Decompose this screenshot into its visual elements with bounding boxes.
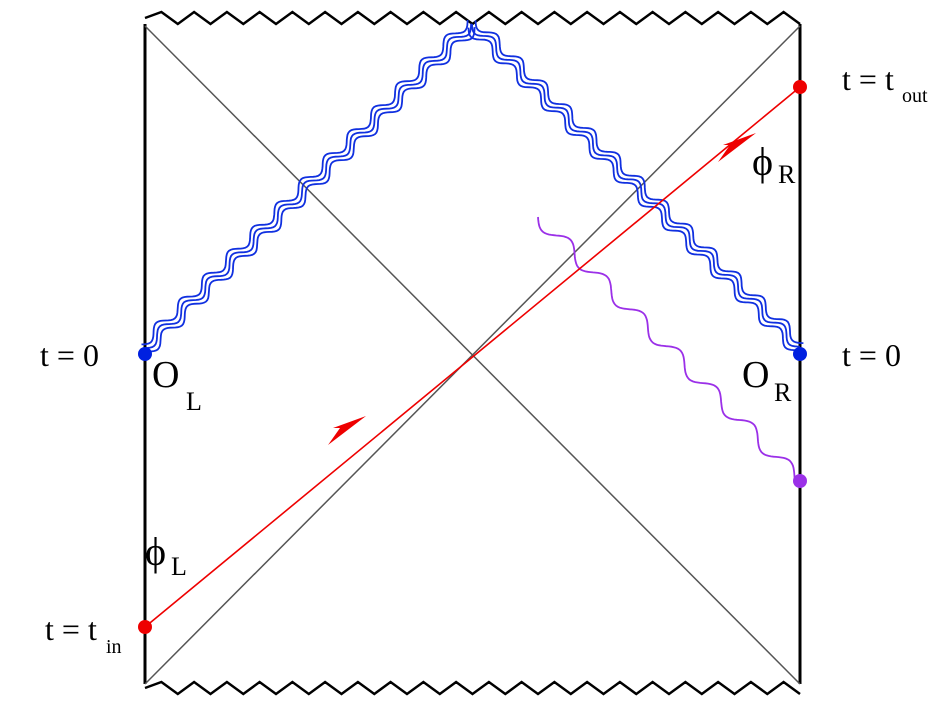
point [793,80,807,94]
arrow-head [328,416,366,445]
operator-sub: L [186,387,202,416]
shockwave [474,20,804,344]
field-label: ϕ [752,139,773,184]
time-label: t = 0 [842,337,901,373]
point [138,347,152,361]
purple-signal [537,216,797,484]
shockwave [148,27,476,353]
time-label-sub: in [106,636,122,658]
horizon-line [144,25,801,685]
operator-label: O [742,354,769,396]
zigzag [144,680,801,696]
singularity-zigzag [144,10,801,696]
shockwave [144,23,472,349]
time-label: t = t [45,611,97,647]
time-label: t = 0 [40,337,99,373]
field-sub: L [171,552,187,581]
shockwave [467,27,797,352]
shockwave [471,23,800,348]
operator-sub: R [774,378,792,407]
shockwave [141,19,469,346]
point [793,474,807,488]
zigzag [144,10,801,26]
time-label-sub: out [902,85,928,107]
signal-ray [144,86,801,628]
time-label: t = t [842,61,894,97]
point [138,620,152,634]
field-sub: R [778,160,796,189]
operator-label: O [152,354,179,396]
wavy-lines [141,19,804,484]
arrow-head [718,133,756,162]
point [793,347,807,361]
field-label: ϕ [145,529,166,574]
